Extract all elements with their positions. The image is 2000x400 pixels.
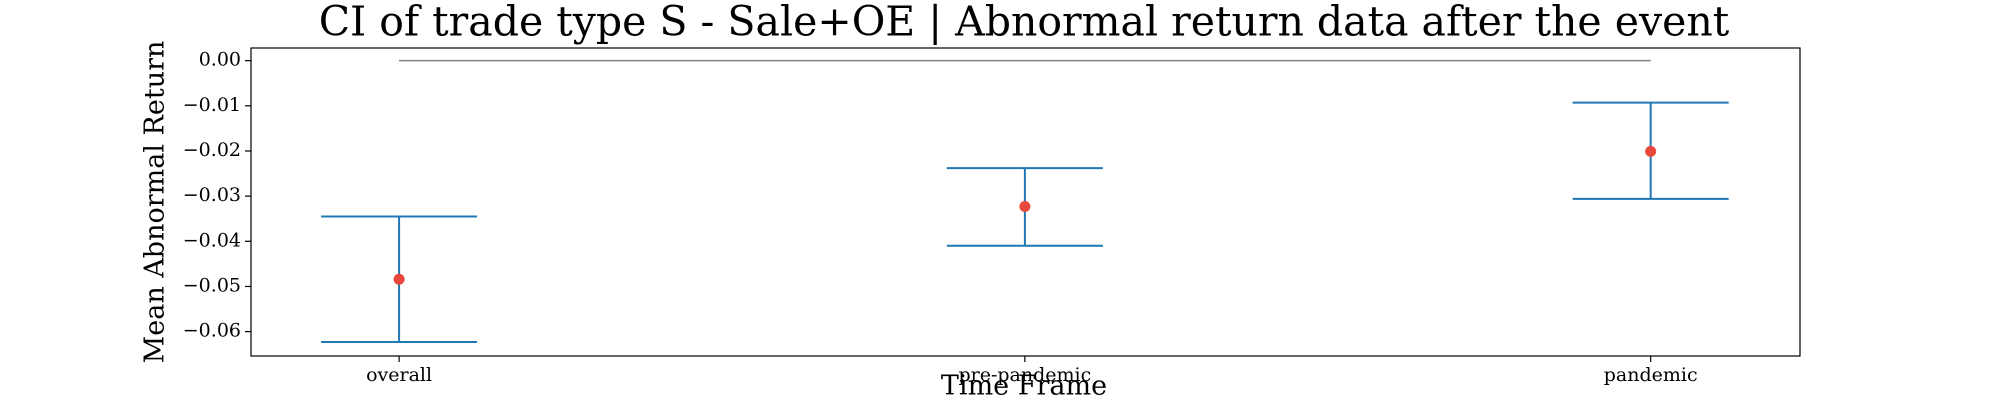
y-axis-label: Mean Abnormal Return (140, 41, 171, 364)
x-tick-label: overall (366, 364, 432, 386)
chart-title: CI of trade type S - Sale+OE | Abnormal … (319, 0, 1730, 46)
y-tick-label: −0.06 (183, 320, 241, 342)
x-axis-label: Time Frame (941, 371, 1107, 400)
y-tick-label: −0.05 (183, 274, 241, 296)
y-tick-label: −0.04 (183, 229, 241, 251)
mean-point (1645, 145, 1657, 157)
y-tick-label: −0.01 (183, 94, 241, 116)
mean-point (393, 273, 405, 285)
plot-frame (250, 47, 1801, 357)
y-tick-label: 0.00 (199, 49, 241, 71)
y-tick-label: −0.03 (183, 184, 241, 206)
x-tick-label: pandemic (1604, 364, 1698, 386)
x-tick-label: pre-pandemic (958, 364, 1091, 386)
y-tick-label: −0.02 (183, 139, 241, 161)
mean-point (1019, 201, 1031, 213)
